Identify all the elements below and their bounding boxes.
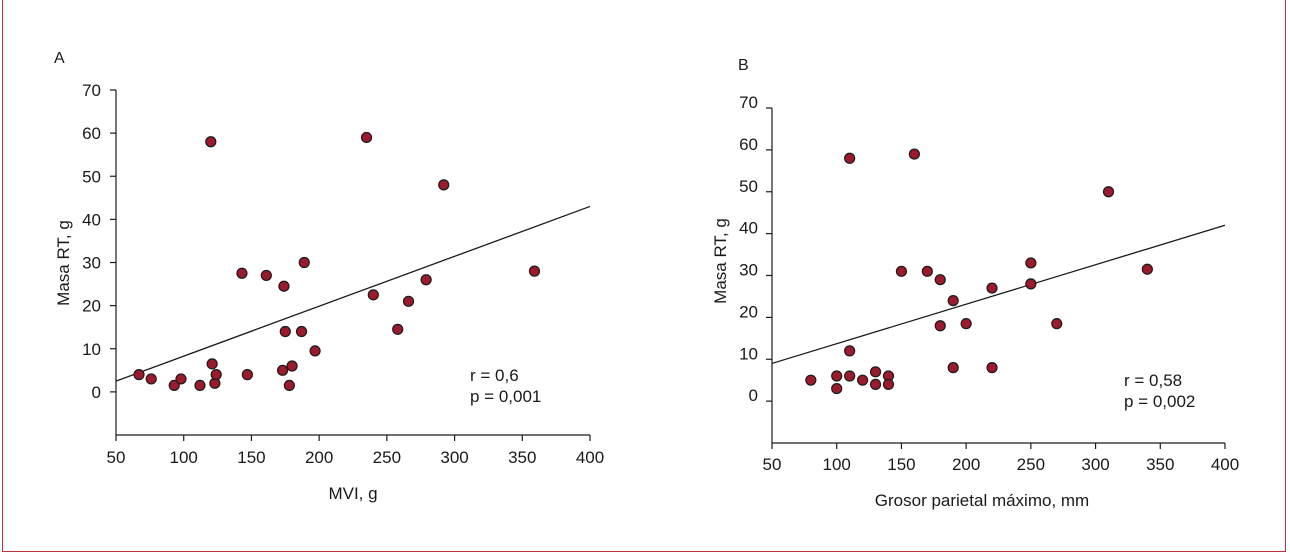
panel-b-y-tick-label: 60 <box>739 135 758 154</box>
panel-a-data-point <box>438 179 450 191</box>
panel-a-y-tick-label: 40 <box>82 210 101 229</box>
panel-a-data-point <box>278 280 290 292</box>
panel-b-data-point <box>1025 257 1037 269</box>
panel-b-x-tick-label: 300 <box>1081 455 1109 474</box>
panel-b-data-point <box>831 382 843 395</box>
panel-a-data-point <box>367 289 379 301</box>
panel-b-data-point <box>1141 263 1153 275</box>
panel-b-data-point <box>869 366 882 378</box>
panel-a-data-point <box>236 267 248 279</box>
panel-b-data-point <box>986 282 998 294</box>
panel-a-data-point <box>145 373 157 385</box>
panel-b-data-point <box>805 374 817 386</box>
panel-b-x-tick-label: 250 <box>1017 455 1045 474</box>
panel-b-data-point <box>947 362 959 374</box>
panel-a-y-tick-label: 70 <box>82 81 101 100</box>
panel-b-x-tick-label: 200 <box>952 455 980 474</box>
panel-a-data-point <box>420 274 432 286</box>
panel-b-y-tick-label: 10 <box>739 344 758 363</box>
panel-a-data-point <box>279 325 291 338</box>
panel-a-data-point <box>392 323 404 335</box>
panel-a-data-point <box>241 369 253 381</box>
panel-a-x-tick-label: 200 <box>305 448 333 467</box>
panel-b-y-axis-label: Masa RT, g <box>711 218 730 304</box>
panel-a-data-point <box>276 364 289 376</box>
panel-a-y-tick-label: 60 <box>82 124 101 143</box>
panel-b-data-point <box>844 370 856 382</box>
panel-b-y-tick-label: 30 <box>739 261 758 280</box>
panel-a-x-tick-label: 400 <box>576 448 604 467</box>
panel-b-y-tick-label: 50 <box>739 177 758 196</box>
panel-b-x-tick-label: 400 <box>1211 455 1239 474</box>
panel-a-p-value: p = 0,001 <box>470 387 541 406</box>
panel-a-y-tick-label: 20 <box>82 297 101 316</box>
panel-a-data-point <box>402 295 415 307</box>
panel-a-y-tick-label: 50 <box>82 167 101 186</box>
panel-a-data-point <box>528 265 541 277</box>
panel-b-data-point <box>934 320 946 332</box>
panel-b-y-tick-label: 40 <box>739 219 758 238</box>
panel-b-x-tick-label: 50 <box>763 455 782 474</box>
panel-a-x-axis-label: MVI, g <box>328 484 377 503</box>
panel-b-data-point <box>960 318 972 330</box>
panel-b-label: B <box>738 57 749 74</box>
panel-b-data-point <box>831 370 843 382</box>
panel-b-y-tick-label: 70 <box>739 93 758 112</box>
panel-b-data-point <box>882 378 895 390</box>
panel-a-data-point <box>206 358 218 370</box>
panel-b-x-tick-label: 100 <box>823 455 851 474</box>
panel-b-data-point <box>908 148 920 160</box>
panel-a-y-tick-label: 10 <box>82 340 101 359</box>
panel-a-data-point <box>295 325 308 338</box>
panel-b-data-point <box>986 362 998 374</box>
panel-b: B 50 100 150 200 250 300 350 400 0 10 20 30 40 50 60 70… <box>711 57 1239 510</box>
panel-b-x-tick-label: 150 <box>887 455 915 474</box>
panel-b-data-point <box>844 345 856 357</box>
panel-a-x-tick-label: 300 <box>440 448 468 467</box>
panel-b-data-point <box>1102 186 1115 198</box>
panel-a-data-point <box>210 369 222 381</box>
panel-a-regression-line <box>115 205 591 382</box>
panel-a-data-point <box>194 379 206 392</box>
panel-b-data-point <box>1051 318 1063 330</box>
panel-a-data-point <box>205 136 217 148</box>
panel-a-data-point <box>260 269 272 282</box>
panel-b-y-tick-label: 0 <box>749 386 758 405</box>
panel-a-label: A <box>54 50 65 67</box>
panel-a-data-point <box>133 369 145 381</box>
panel-b-data-point <box>921 265 933 277</box>
panel-b-x-axis-label: Grosor parietal máximo, mm <box>875 491 1089 510</box>
panel-a-data-point <box>168 379 180 392</box>
panel-a-data-point <box>360 131 373 144</box>
panel-a-r-value: r = 0,6 <box>470 366 519 385</box>
panel-a-y-axis-label: Masa RT, g <box>54 220 73 306</box>
panel-a-data-point <box>283 379 295 392</box>
panel-b-p-value: p = 0,002 <box>1124 392 1195 411</box>
panel-b-data-point <box>947 295 959 307</box>
panel-a-data-point <box>175 373 187 385</box>
panel-a-data-point <box>298 256 310 269</box>
panel-b-data-point <box>844 152 856 164</box>
panel-b-data-point <box>869 378 882 390</box>
panel-a-x-tick-label: 50 <box>107 448 126 467</box>
panel-b-r-value: r = 0,58 <box>1124 371 1182 390</box>
panel-a-y-tick-label: 30 <box>82 254 101 273</box>
panel-b-regression-line <box>771 224 1226 365</box>
panel-a-x-tick-label: 250 <box>373 448 401 467</box>
panel-a-y-tick-label: 0 <box>92 383 101 402</box>
panel-b-y-tick-label: 20 <box>739 302 758 321</box>
panel-a-data-point <box>309 345 321 357</box>
panel-b-data-point <box>895 265 908 277</box>
panel-b-data-point <box>856 374 869 386</box>
panel-a-x-tick-label: 100 <box>170 448 198 467</box>
panel-b-data-point <box>934 274 946 286</box>
panel-b-x-tick-label: 350 <box>1146 455 1174 474</box>
panel-a: A 50 100 150 200 250 300 350 400 0 10 20 30 40 50 60 70… <box>54 50 604 503</box>
panel-a-x-tick-label: 150 <box>237 448 265 467</box>
panel-b-data-point <box>1025 278 1037 290</box>
panel-a-x-tick-label: 350 <box>508 448 536 467</box>
panel-a-data-point <box>286 360 298 372</box>
